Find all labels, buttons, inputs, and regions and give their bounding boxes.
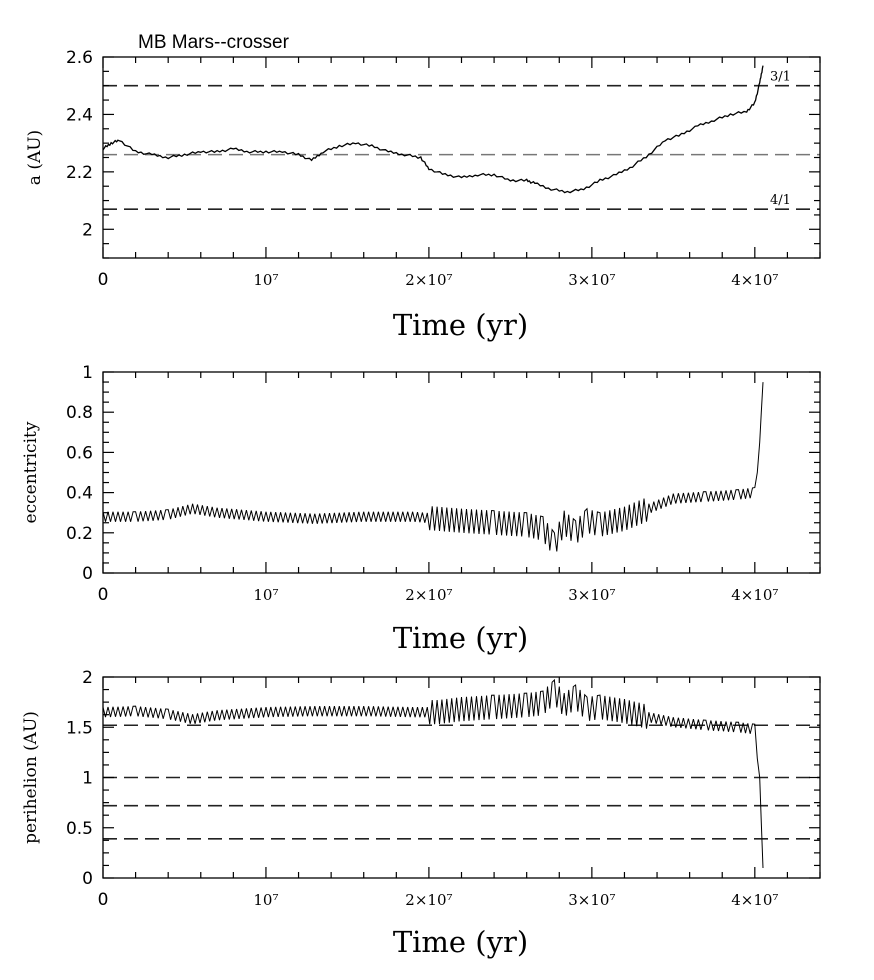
data-series-line: [102, 382, 764, 552]
x-tick-label: 2×10⁷: [405, 586, 452, 604]
x-tick-label: 4×10⁷: [731, 271, 778, 289]
x-tick-label: 0: [98, 585, 109, 605]
panel-2: 0 10⁷ 2×10⁷ 3×10⁷ 4×10⁷ 0 0.2 0.4 0.6 0.8 1 Time (y…: [21, 363, 821, 655]
x-tick-label: 10⁷: [253, 891, 278, 909]
x-tick-label: 3×10⁷: [568, 891, 615, 909]
x-axis-label: Time (yr): [393, 308, 528, 342]
x-tick-label: 4×10⁷: [731, 891, 778, 909]
y-tick-label: 2.4: [66, 105, 93, 125]
panel-1: 3/1 4/1 0 10⁷ 2×10⁷ 3×10⁷ 4×10⁷ 2 2.2 2.4 2.6 Time …: [25, 48, 821, 342]
x-axis-label: Time (yr): [393, 925, 528, 959]
data-series-line: [102, 678, 764, 869]
resonance-label: 3/1: [770, 70, 791, 85]
data-series-line: [102, 65, 764, 194]
y-tick-label: 2: [82, 668, 93, 688]
y-tick-label: 2.2: [66, 163, 93, 183]
x-tick-label: 3×10⁷: [568, 586, 615, 604]
x-tick-label: 4×10⁷: [731, 586, 778, 604]
y-tick-label: 0.2: [66, 524, 93, 544]
figure-title: MB Mars--crosser: [138, 32, 290, 53]
x-tick-label: 0: [98, 890, 109, 910]
x-tick-label: 3×10⁷: [568, 271, 615, 289]
y-tick-label: 1: [82, 769, 93, 789]
y-tick-label: 0.4: [66, 484, 93, 504]
x-tick-label: 10⁷: [253, 586, 278, 604]
y-tick-label: 0.6: [66, 443, 93, 463]
x-tick-label: 2×10⁷: [405, 271, 452, 289]
y-tick-label: 0.8: [66, 403, 93, 423]
plot-frame: [102, 56, 821, 259]
y-tick-label: 0: [82, 869, 93, 889]
y-tick-label: 1.5: [66, 718, 93, 738]
y-tick-label: 2: [82, 220, 93, 240]
y-axis-label: perihelion (AU): [21, 711, 41, 844]
x-tick-label: 0: [98, 270, 109, 290]
resonance-label: 4/1: [770, 193, 791, 208]
plot-frame: [102, 371, 821, 574]
panel-3: 0 10⁷ 2×10⁷ 3×10⁷ 4×10⁷ 0 0.5 1 1.5 2 Time (yr) per…: [21, 668, 821, 959]
x-tick-label: 2×10⁷: [405, 891, 452, 909]
y-axis-label: eccentricity: [21, 421, 41, 523]
y-tick-label: 2.6: [66, 48, 93, 68]
y-tick-label: 0: [82, 564, 93, 584]
y-tick-label: 1: [82, 363, 93, 383]
y-tick-label: 0.5: [66, 819, 93, 839]
y-axis-label: a (AU): [25, 130, 45, 185]
x-axis-label: Time (yr): [393, 621, 528, 655]
x-tick-label: 10⁷: [253, 271, 278, 289]
